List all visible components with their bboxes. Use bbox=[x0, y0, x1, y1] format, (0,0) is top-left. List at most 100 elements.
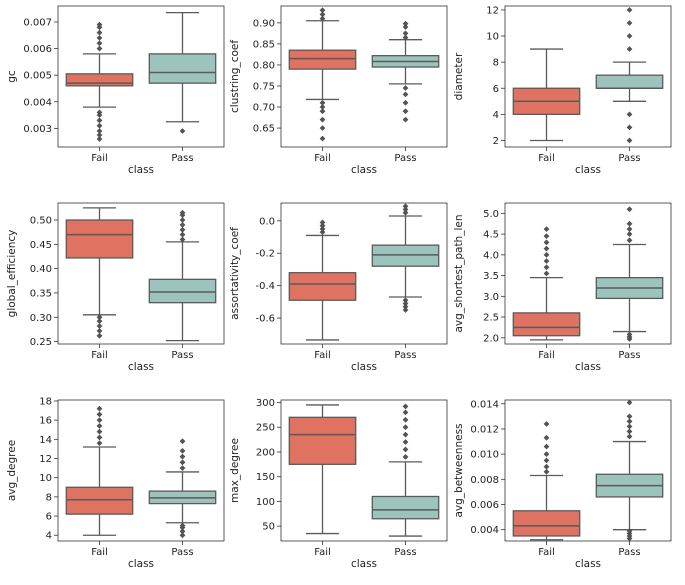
outlier-marker bbox=[96, 417, 103, 424]
x-tick-label: Pass bbox=[171, 153, 193, 164]
y-tick-label: 0.70 bbox=[253, 103, 275, 114]
outlier-marker bbox=[626, 231, 633, 238]
outlier-marker bbox=[319, 15, 326, 22]
outlier-marker bbox=[319, 11, 326, 18]
outlier-marker bbox=[543, 251, 550, 258]
y-tick-label: 100 bbox=[256, 497, 275, 508]
outlier-marker bbox=[179, 221, 186, 228]
y-tick-label: 0.010 bbox=[470, 450, 499, 461]
x-axis-label: class bbox=[128, 558, 154, 570]
outlier-marker bbox=[179, 522, 186, 529]
y-tick-label: 0.006 bbox=[470, 500, 499, 511]
outlier-marker bbox=[626, 413, 633, 420]
boxplot-panel-1: 0.003 0.004 0.005 0.006 0.007 Fail Pass class gc bbox=[6, 5, 225, 176]
outlier-marker bbox=[179, 532, 186, 539]
y-tick-label: 5.0 bbox=[483, 209, 499, 220]
boxplot-panel-9: 0.004 0.006 0.008 0.010 0.012 0.014 Fail Pass cl… bbox=[453, 399, 672, 570]
outlier-marker bbox=[179, 209, 186, 216]
x-tick-label: Fail bbox=[538, 153, 555, 164]
y-tick-label: 150 bbox=[256, 472, 275, 483]
axes-frame bbox=[280, 202, 448, 345]
outlier-marker bbox=[402, 431, 409, 438]
y-axis-label: avg_betweenness bbox=[453, 423, 465, 517]
y-tick-label: 0.40 bbox=[30, 264, 52, 275]
outlier-marker bbox=[179, 438, 186, 445]
outlier-marker bbox=[96, 314, 103, 321]
x-axis-label: class bbox=[351, 558, 377, 570]
outlier-marker bbox=[626, 423, 633, 430]
outlier-marker bbox=[626, 124, 633, 131]
outlier-marker bbox=[402, 206, 409, 213]
outlier-marker bbox=[626, 20, 633, 26]
outlier-marker bbox=[319, 7, 326, 14]
x-axis-label: class bbox=[351, 361, 377, 373]
box-fail bbox=[512, 510, 581, 537]
y-tick-label: 0.25 bbox=[30, 337, 52, 348]
x-tick-label: Pass bbox=[171, 547, 193, 558]
box-fail bbox=[65, 486, 134, 515]
outlier-marker bbox=[319, 104, 326, 110]
outlier-marker bbox=[319, 222, 326, 229]
y-tick-label: 0.65 bbox=[253, 124, 275, 135]
outlier-marker bbox=[543, 258, 550, 265]
boxplot-panel-4: 0.25 0.30 0.35 0.40 0.45 0.50 Fail Pass class glo… bbox=[6, 202, 225, 373]
outlier-marker bbox=[96, 327, 103, 334]
outlier-marker bbox=[543, 457, 550, 464]
y-tick-label: 0.012 bbox=[470, 424, 499, 435]
outlier-marker bbox=[402, 209, 409, 216]
y-tick-label: 0.008 bbox=[470, 475, 499, 486]
y-tick-label: 0.35 bbox=[30, 288, 52, 299]
outlier-marker bbox=[96, 132, 103, 138]
outlier-marker bbox=[319, 99, 326, 106]
x-tick-label: Fail bbox=[91, 153, 108, 164]
outlier-marker bbox=[96, 332, 103, 339]
y-axis-label: avg_degree bbox=[6, 440, 18, 501]
outlier-marker bbox=[179, 128, 186, 134]
y-tick-label: 0.90 bbox=[253, 18, 275, 29]
outlier-marker bbox=[543, 226, 550, 233]
x-axis-label: class bbox=[575, 164, 601, 176]
y-tick-label: 12 bbox=[486, 5, 499, 16]
y-tick-label: 200 bbox=[256, 447, 275, 458]
outlier-marker bbox=[319, 108, 326, 115]
y-tick-label: -0.2 bbox=[255, 249, 275, 260]
outlier-marker bbox=[626, 111, 633, 118]
y-tick-label: 3.5 bbox=[483, 271, 499, 282]
axes-frame bbox=[57, 5, 225, 148]
axes-frame bbox=[280, 5, 448, 148]
y-tick-label: 2 bbox=[493, 136, 499, 147]
y-tick-label: 0.0 bbox=[259, 216, 275, 227]
outlier-marker bbox=[96, 440, 103, 447]
y-tick-label: 10 bbox=[39, 473, 52, 484]
outlier-marker bbox=[96, 411, 103, 418]
x-axis-label: class bbox=[575, 558, 601, 570]
axes-frame bbox=[504, 5, 672, 148]
outlier-marker bbox=[543, 264, 550, 271]
outlier-marker bbox=[543, 468, 550, 475]
outlier-marker bbox=[402, 91, 409, 98]
outlier-marker bbox=[402, 108, 409, 115]
x-tick-label: Pass bbox=[394, 547, 416, 558]
y-tick-label: 0.30 bbox=[30, 313, 52, 324]
x-tick-label: Fail bbox=[314, 153, 331, 164]
y-axis-label: gc bbox=[6, 70, 18, 83]
outlier-marker bbox=[96, 117, 103, 124]
box-fail bbox=[65, 73, 134, 87]
y-tick-label: 8 bbox=[493, 58, 499, 69]
outlier-marker bbox=[402, 24, 409, 30]
axes-frame bbox=[57, 202, 225, 345]
outlier-marker bbox=[626, 399, 633, 406]
outlier-marker bbox=[96, 405, 103, 412]
axes-frame bbox=[280, 399, 448, 542]
outlier-marker bbox=[179, 226, 186, 233]
y-tick-label: 0.004 bbox=[23, 97, 52, 108]
outlier-marker bbox=[179, 453, 186, 460]
y-axis-label: max_degree bbox=[229, 438, 241, 503]
outlier-marker bbox=[543, 245, 550, 252]
x-tick-label: Pass bbox=[394, 350, 416, 361]
outlier-marker bbox=[402, 446, 409, 453]
axes-frame bbox=[504, 399, 672, 542]
outlier-marker bbox=[626, 226, 633, 233]
x-tick-label: Pass bbox=[394, 153, 416, 164]
y-tick-label: 0.45 bbox=[30, 240, 52, 251]
